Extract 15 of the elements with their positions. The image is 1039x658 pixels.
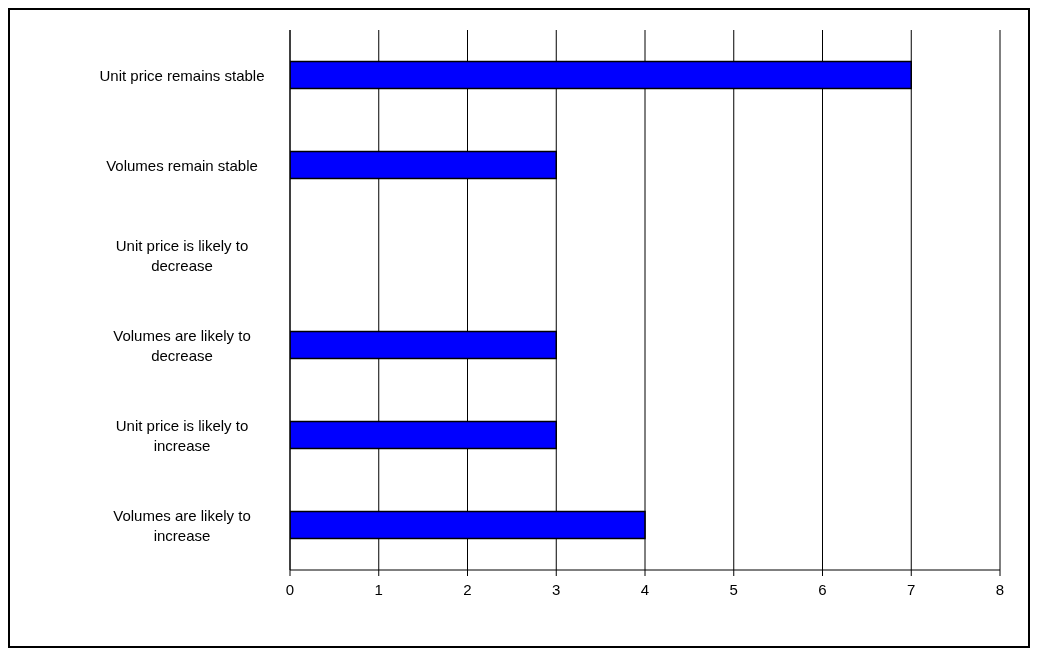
x-tick-label: 2 — [463, 580, 472, 598]
x-tick-label: 0 — [285, 580, 295, 598]
y-tick-label: Volumes remain stable — [106, 156, 258, 174]
x-tick-label: 4 — [640, 580, 650, 598]
x-tick-label: 8 — [995, 580, 1005, 598]
x-tick-label: 3 — [552, 580, 561, 598]
x-tick-label: 5 — [729, 580, 738, 598]
y-tick-label: Volumes are likely to decrease — [113, 326, 251, 364]
y-tick-label: Unit price is likely to decrease — [115, 236, 249, 274]
y-tick-label: Unit price remains stable — [99, 66, 265, 84]
y-tick-label: Unit price is likely to increase — [115, 416, 249, 454]
x-tick-label: 7 — [907, 580, 916, 598]
y-tick-label: Volumes are likely to increase — [113, 506, 251, 544]
x-tick-label: 6 — [818, 580, 827, 598]
x-tick-label: 1 — [374, 580, 383, 598]
